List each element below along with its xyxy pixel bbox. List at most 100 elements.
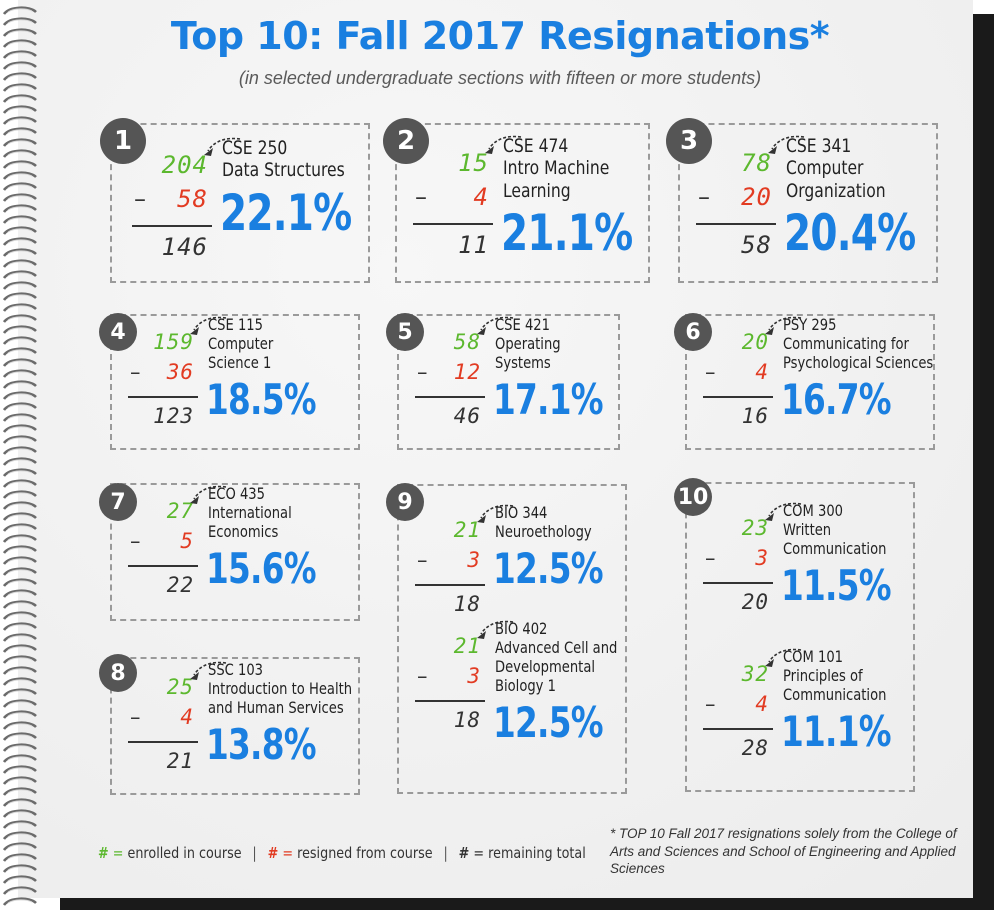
subtraction-line xyxy=(703,582,773,584)
spiral-loop xyxy=(2,688,37,697)
course-name-line: Principles of xyxy=(783,665,863,685)
spiral-loop xyxy=(2,446,37,455)
spiral-highlight xyxy=(7,173,33,178)
spiral-highlight xyxy=(7,151,33,156)
spiral-loop xyxy=(2,468,37,477)
spiral-loop xyxy=(2,336,37,345)
resignation-percent: 11.1% xyxy=(781,706,892,756)
course-name-line: ECO 435 xyxy=(208,484,265,503)
course-name-line: Computer xyxy=(786,157,864,180)
resignation-card xyxy=(685,314,935,450)
spiral-highlight xyxy=(7,107,33,112)
spiral-highlight xyxy=(7,525,33,530)
spiral-highlight xyxy=(7,679,33,684)
spiral-loop xyxy=(2,644,37,653)
minus-sign: – xyxy=(417,664,428,688)
course-name-line: Biology 1 xyxy=(495,675,556,695)
resigned-count: 4 xyxy=(180,705,194,729)
course-name-line: Introduction to Health xyxy=(208,678,353,698)
resigned-count: 58 xyxy=(177,185,208,213)
page-title: Top 10: Fall 2017 Resignations* xyxy=(170,14,830,58)
course-name-line: PSY 295 xyxy=(783,315,837,334)
pointer-arrow xyxy=(190,661,227,680)
legend-resigned-label: resigned from course xyxy=(297,844,433,862)
spiral-highlight xyxy=(7,712,33,717)
spiral-highlight xyxy=(7,635,33,640)
spiral-highlight xyxy=(7,811,33,816)
subtraction-line xyxy=(128,741,198,743)
spiral-loop xyxy=(2,380,37,389)
course-name-line: BIO 402 xyxy=(495,619,548,638)
pointer-arrow xyxy=(190,316,227,335)
pointer-arrow xyxy=(190,485,227,504)
enrolled-count: 32 xyxy=(741,662,769,686)
spiral-loop xyxy=(2,17,37,26)
spiral-highlight xyxy=(7,19,33,24)
spiral-loop xyxy=(2,105,37,114)
spiral-loop xyxy=(2,633,37,642)
course-name-line: Computer xyxy=(208,333,274,353)
spiral-highlight xyxy=(7,129,33,134)
spiral-binding xyxy=(2,6,37,906)
legend-equals: = xyxy=(473,844,485,862)
pointer-arrow xyxy=(204,137,241,156)
spiral-loop xyxy=(2,292,37,301)
remaining-count: 11 xyxy=(458,231,489,259)
spiral-loop xyxy=(2,424,37,433)
spiral-highlight xyxy=(7,613,33,618)
minus-sign: – xyxy=(705,360,716,384)
pointer-arrow xyxy=(477,620,514,639)
legend-remaining-label: remaining total xyxy=(488,844,586,862)
spiral-highlight xyxy=(7,327,33,332)
course-name-line: International xyxy=(208,502,292,522)
resignation-card xyxy=(110,483,360,621)
course-name-line: Operating xyxy=(495,333,561,353)
minus-sign: – xyxy=(705,546,716,570)
minus-sign: – xyxy=(134,185,146,213)
resignation-percent: 12.5% xyxy=(493,543,604,593)
spiral-loop xyxy=(2,776,37,785)
resignation-percent: 22.1% xyxy=(220,183,352,242)
spiral-loop xyxy=(2,677,37,686)
course-name-line: Economics xyxy=(208,521,279,541)
spiral-loop xyxy=(2,259,37,268)
remaining-count: 16 xyxy=(741,404,769,428)
spiral-highlight xyxy=(7,415,33,420)
spiral-loop xyxy=(2,732,37,741)
spiral-loop xyxy=(2,512,37,521)
spiral-highlight xyxy=(7,283,33,288)
spiral-highlight xyxy=(7,338,33,343)
spiral-loop xyxy=(2,479,37,488)
spiral-highlight xyxy=(7,41,33,46)
spiral-highlight xyxy=(7,569,33,574)
remaining-count: 22 xyxy=(166,573,194,597)
course-name-line: Science 1 xyxy=(208,352,272,372)
minus-sign: – xyxy=(417,360,428,384)
spiral-highlight xyxy=(7,382,33,387)
spiral-loop xyxy=(2,6,37,15)
pointer-arrow xyxy=(768,135,805,154)
subtraction-line xyxy=(703,728,773,730)
resignation-percent: 16.7% xyxy=(781,374,892,424)
course-name-line: CSE 474 xyxy=(503,135,569,157)
rank-badge: 10 xyxy=(674,478,712,516)
course-name-line: CSE 341 xyxy=(786,135,852,157)
legend-resigned-symbol: # xyxy=(267,844,279,862)
spiral-highlight xyxy=(7,74,33,79)
spiral-highlight xyxy=(7,360,33,365)
pointer-arrow xyxy=(765,648,802,667)
subtraction-line xyxy=(128,396,198,398)
course-name-line: and Human Services xyxy=(208,697,344,717)
course-name-line: Neuroethology xyxy=(495,521,592,541)
spiral-loop xyxy=(2,358,37,367)
pointer-arrow xyxy=(765,316,802,335)
course-name-line: Intro Machine xyxy=(503,157,610,180)
minus-sign: – xyxy=(130,360,141,384)
spiral-highlight xyxy=(7,866,33,871)
spiral-loop xyxy=(2,578,37,587)
spiral-loop xyxy=(2,138,37,147)
spiral-highlight xyxy=(7,624,33,629)
rank-badge: 6 xyxy=(674,313,712,351)
spiral-highlight xyxy=(7,393,33,398)
course-name-line: CSE 421 xyxy=(495,315,550,334)
